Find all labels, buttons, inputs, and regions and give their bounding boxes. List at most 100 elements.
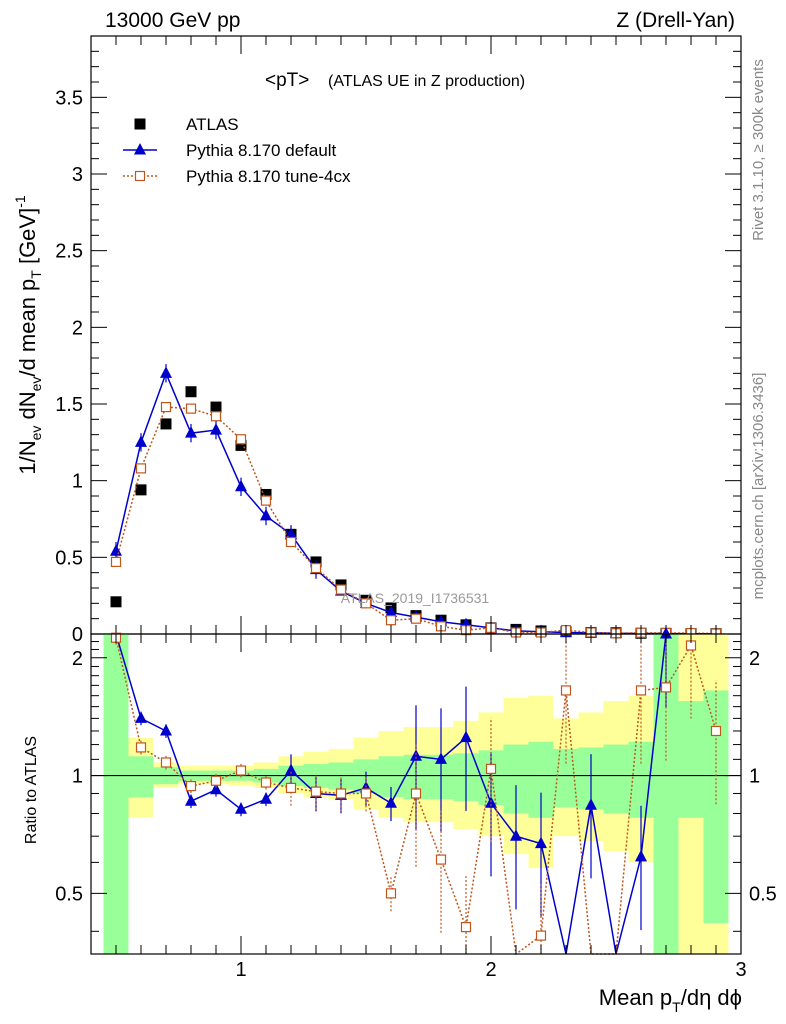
data-point-open-square — [410, 613, 422, 624]
data-point-open-square — [335, 584, 347, 595]
data-point-triangle — [385, 605, 397, 618]
ratio-y-tick-label: 2 — [72, 648, 83, 670]
data-point-square — [110, 596, 122, 608]
ratio-y-tick-label: 0.5 — [55, 883, 83, 905]
ratio-point-open-square — [310, 786, 322, 797]
ratio-x-axis: 1 2 3 — [115, 634, 747, 981]
ratio-point-open-square — [335, 788, 347, 799]
ratio-point-triangle — [260, 792, 272, 804]
ratio-point-triangle — [235, 802, 247, 814]
main-y-tick-label: 1.5 — [55, 394, 83, 416]
ratio-x-tick-label: 1 — [235, 959, 246, 981]
legend-marker — [134, 143, 146, 155]
ratio-point-open-square — [285, 782, 297, 794]
uncertainty-band-stat — [703, 690, 729, 924]
ratio-point-open-square — [235, 765, 247, 776]
ratio-point-open-square — [660, 682, 672, 693]
ratio-x-tick-label: 2 — [485, 959, 496, 981]
data-point-open-square — [235, 434, 247, 445]
data-point-square — [235, 439, 247, 451]
data-point-open-square — [185, 403, 197, 414]
main-y-axis-title: 1/Nev dNev/d mean pT [GeV]-1 — [12, 195, 44, 475]
legend-marker — [134, 170, 146, 182]
header-energy-label: 13000 GeV pp — [105, 9, 240, 32]
ratio-y-axis-title: Ratio to ATLAS — [23, 736, 40, 844]
uncertainty-band-stat — [678, 701, 704, 818]
ratio-point-open-square — [485, 763, 497, 774]
header-process-label: Z (Drell-Yan) — [616, 9, 735, 32]
ratio-point-open-square — [710, 725, 722, 737]
ratio-point-triangle — [160, 723, 172, 736]
data-point-square — [185, 386, 197, 398]
data-point-open-square — [360, 598, 372, 609]
ratio-point-open-square — [385, 888, 397, 899]
ratio-x-tick-label: 3 — [735, 959, 746, 981]
ratio-point-triangle — [385, 796, 397, 808]
ratio-point-triangle — [460, 730, 472, 743]
ratio-point-triangle — [285, 763, 297, 776]
ratio-point-open-square — [260, 777, 272, 788]
ratio-point-open-square — [435, 854, 447, 865]
analysis-watermark: ATLAS_2019_I1736531 — [341, 590, 490, 606]
ratio-point-open-square — [135, 742, 147, 753]
data-point-open-square — [160, 401, 172, 413]
ratio-y-tick-label-right: 0.5 — [749, 883, 777, 905]
ratio-point-triangle — [585, 798, 597, 810]
data-point-triangle — [210, 423, 222, 435]
data-point-square — [210, 401, 222, 413]
ratio-point-triangle — [535, 836, 547, 849]
ratio-point-triangle — [410, 749, 422, 761]
rivet-label: Rivet 3.1.10, ≥ 300k events — [750, 59, 767, 241]
legend-label: ATLAS — [186, 115, 239, 134]
data-point-square — [160, 418, 172, 430]
chart-title: <pT> — [265, 70, 309, 91]
data-point-triangle — [160, 366, 172, 378]
main-y-tick-label: 2.5 — [55, 241, 83, 263]
main-panel: 0 0.5 1 1.5 2 2.5 3 3.5 <pT> (ATLAS UE in Z pro… — [55, 35, 742, 646]
data-point-square — [135, 484, 147, 496]
main-y-tick-label: 2 — [72, 317, 83, 339]
ratio-point-open-square — [535, 930, 547, 941]
data-point-open-square — [110, 556, 122, 568]
ratio-point-triangle — [210, 782, 222, 795]
uncertainty-band-stat — [553, 748, 579, 808]
uncertainty-band-stat — [103, 634, 129, 954]
data-point-open-square — [210, 411, 222, 422]
legend-label: Pythia 8.170 default — [186, 141, 337, 160]
ratio-point-open-square — [360, 788, 372, 799]
data-point-triangle — [185, 426, 197, 438]
data-point-open-square — [310, 562, 322, 574]
ratio-plot-content — [91, 627, 741, 956]
data-point-open-square — [135, 463, 147, 474]
uncertainty-band-stat — [603, 744, 629, 814]
main-y-tick-label: 0.5 — [55, 547, 83, 569]
mcplots-label: mcplots.cern.ch [arXiv:1306.3436] — [750, 373, 767, 600]
data-point-open-square — [260, 495, 272, 506]
ratio-point-open-square — [635, 685, 647, 696]
ratio-point-open-square — [460, 922, 472, 933]
ratio-point-triangle — [635, 849, 647, 862]
ratio-point-open-square — [185, 780, 197, 792]
ratio-point-triangle — [660, 627, 672, 639]
ratio-point-open-square — [210, 775, 222, 786]
legend: ATLAS Pythia 8.170 default Pythia 8.170 tu… — [123, 115, 351, 186]
ratio-point-triangle — [185, 794, 197, 806]
main-y-tick-label: 0 — [72, 624, 83, 646]
ratio-y-tick-label-right: 1 — [749, 766, 760, 788]
ratio-y-tick-label: 1 — [72, 766, 83, 788]
ratio-point-triangle — [435, 752, 447, 764]
main-x-ticks — [115, 36, 717, 634]
data-point-triangle — [135, 435, 147, 447]
data-point-triangle — [235, 479, 247, 492]
legend-label: Pythia 8.170 tune-4cx — [186, 167, 351, 186]
main-y-tick-label: 1 — [72, 471, 83, 493]
main-y-axis: 0 0.5 1 1.5 2 2.5 3 3.5 — [55, 50, 741, 646]
ratio-panel: 0.5 0.5 1 1 2 2 1 2 3 — [55, 627, 777, 981]
ratio-point-triangle — [135, 711, 147, 723]
main-y-tick-label: 3.5 — [55, 87, 83, 109]
data-point-square — [260, 488, 272, 500]
data-point-open-square — [285, 536, 297, 548]
ratio-y-axis: 0.5 0.5 1 1 2 2 — [55, 641, 777, 932]
ratio-point-open-square — [560, 685, 572, 696]
